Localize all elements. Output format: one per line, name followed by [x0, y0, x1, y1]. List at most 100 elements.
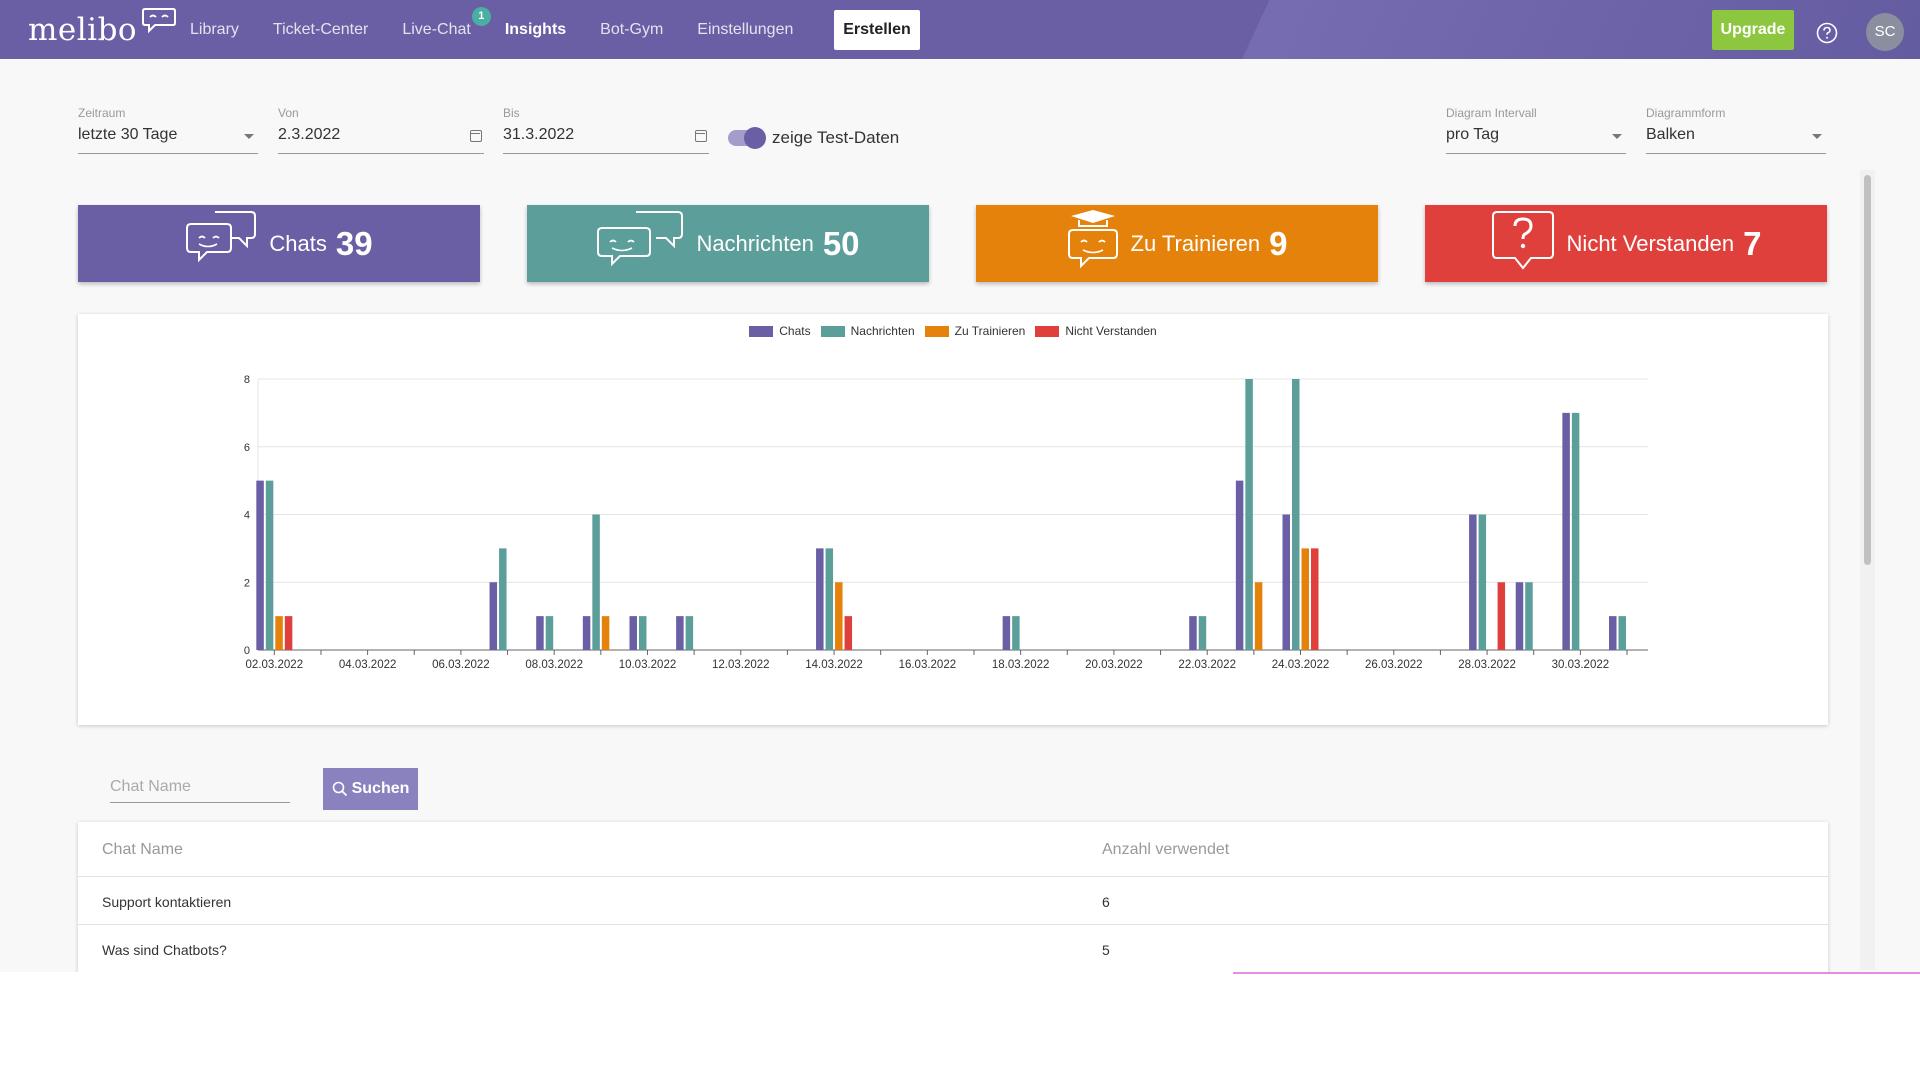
question-circle-icon[interactable] [1816, 22, 1838, 44]
legend-swatch [749, 325, 774, 337]
user-avatar[interactable]: SC [1866, 13, 1904, 51]
bar-nachrichten [1618, 616, 1627, 650]
chats-stat-card[interactable]: Chats 39 [78, 205, 480, 282]
calendar-icon[interactable] [470, 130, 482, 142]
column-header-chat-name[interactable]: Chat Name [102, 841, 183, 858]
bar-nachrichten [545, 616, 554, 650]
melibo-logo[interactable]: melibo [28, 8, 177, 48]
bar-zu-trainieren [835, 582, 843, 650]
nav-ticket-center[interactable]: Ticket-Center [272, 20, 369, 38]
zeitraum-select[interactable]: Zeitraum letzte 30 Tage [78, 106, 258, 154]
calendar-icon[interactable] [695, 130, 707, 142]
bar-nachrichten [1571, 412, 1580, 650]
legend-item-nachrichten[interactable]: Nachrichten [820, 324, 915, 338]
column-header-anzahl[interactable]: Anzahl verwendet [1102, 841, 1230, 858]
dropdown-caret-icon [1812, 134, 1822, 139]
nav-live-chat[interactable]: Live-Chat 1 [402, 6, 491, 39]
top-navigation-bar: melibo Library Ticket-Center Live-Chat 1 … [0, 0, 1920, 59]
von-date-field[interactable]: Von 2.3.2022 [278, 106, 484, 154]
legend-item-nicht-verstanden[interactable]: Nicht Verstanden [1035, 324, 1157, 338]
legend-item-chats[interactable]: Chats [749, 324, 811, 338]
x-tick-label: 02.03.2022 [246, 659, 304, 671]
cell-chat-name: Was sind Chatbots? [102, 942, 227, 958]
x-tick-label: 04.03.2022 [339, 659, 397, 671]
bar-nachrichten [1478, 514, 1487, 650]
bar-nachrichten [499, 548, 507, 650]
diagrammform-select[interactable]: Diagrammform Balken [1646, 106, 1826, 154]
diagram-intervall-select[interactable]: Diagram Intervall pro Tag [1446, 106, 1626, 154]
x-tick-label: 14.03.2022 [805, 659, 863, 671]
chart-legend: Chats Nachrichten Zu Trainieren Nicht Ve… [78, 324, 1828, 338]
y-tick-label: 2 [244, 577, 250, 589]
bar-nicht-verstanden [844, 616, 853, 650]
x-tick-label: 30.03.2022 [1552, 659, 1610, 671]
question-bubble-icon [1491, 210, 1555, 277]
bar-nicht-verstanden [1311, 548, 1319, 650]
bar-nachrichten [1198, 616, 1207, 650]
legend-item-zu-trainieren[interactable]: Zu Trainieren [924, 324, 1025, 338]
nachrichten-stat-card[interactable]: Nachrichten 50 [527, 205, 929, 282]
bar-nachrichten [592, 514, 600, 650]
x-tick-label: 10.03.2022 [619, 659, 677, 671]
nav-bot-gym[interactable]: Bot-Gym [600, 20, 664, 38]
table-header-row: Chat Name Anzahl verwendet [78, 822, 1828, 877]
y-tick-label: 0 [244, 645, 250, 657]
app-window: melibo Library Ticket-Center Live-Chat 1 … [0, 0, 1920, 972]
progress-line [1233, 972, 1920, 974]
nav-einstellungen[interactable]: Einstellungen [697, 20, 794, 38]
y-tick-label: 8 [244, 374, 250, 386]
bar-chats [1235, 480, 1244, 650]
bar-chats [1609, 616, 1617, 650]
page-scrollbar-track[interactable] [1860, 170, 1875, 970]
main-nav: Library Ticket-Center Live-Chat 1 Insight… [190, 0, 827, 59]
legend-swatch [820, 325, 845, 337]
bar-zu-trainieren [275, 616, 283, 650]
x-tick-label: 28.03.2022 [1458, 659, 1516, 671]
bar-zu-trainieren [601, 616, 610, 650]
zu-trainieren-stat-card[interactable]: Zu Trainieren 9 [976, 205, 1378, 282]
bar-zu-trainieren [1254, 582, 1263, 650]
bar-nachrichten [1245, 379, 1253, 650]
page-scrollbar[interactable] [1864, 175, 1871, 565]
dropdown-caret-icon [244, 134, 254, 139]
y-tick-label: 6 [244, 442, 250, 454]
y-tick-label: 4 [244, 510, 250, 522]
bar-zu-trainieren [1301, 548, 1309, 650]
nicht-verstanden-stat-card[interactable]: Nicht Verstanden 7 [1425, 205, 1827, 282]
x-tick-label: 24.03.2022 [1272, 659, 1330, 671]
x-tick-label: 06.03.2022 [432, 659, 490, 671]
create-button[interactable]: Erstellen [834, 10, 920, 50]
bar-chats [816, 548, 824, 650]
bar-chats [582, 616, 591, 650]
cell-chat-name: Support kontaktieren [102, 894, 232, 910]
table-row[interactable]: Support kontaktieren 6 [78, 877, 1828, 925]
chat-usage-table: Chat Name Anzahl verwendet Support konta… [78, 822, 1828, 972]
bar-chats [1282, 514, 1290, 650]
bar-chats [536, 616, 544, 650]
nav-library[interactable]: Library [190, 20, 239, 38]
upgrade-button[interactable]: Upgrade [1712, 10, 1794, 50]
table-row[interactable]: Was sind Chatbots? 5 [78, 925, 1828, 972]
bar-nachrichten [265, 480, 274, 650]
legend-swatch [924, 325, 949, 337]
x-tick-label: 26.03.2022 [1365, 659, 1423, 671]
x-tick-label: 20.03.2022 [1085, 659, 1143, 671]
bar-nachrichten [638, 616, 647, 650]
nav-insights[interactable]: Insights [504, 20, 567, 38]
chat-name-search-input[interactable]: Chat Name [110, 776, 290, 803]
graduation-bubble-icon [1067, 210, 1119, 277]
bar-chats [629, 616, 637, 650]
bar-chart: 0 2 4 6 8 02.03.2022 04.03.2022 06.03.2022 08.03… [244, 374, 1648, 671]
bar-nicht-verstanden [284, 616, 293, 650]
bar-chats [1189, 616, 1197, 650]
cell-anzahl: 6 [1102, 894, 1110, 910]
x-tick-label: 22.03.2022 [1178, 659, 1236, 671]
logo-text: melibo [28, 12, 138, 48]
search-button[interactable]: Suchen [323, 768, 418, 810]
bar-chats [1562, 412, 1570, 650]
message-bubbles-icon [596, 210, 684, 277]
test-data-toggle[interactable] [728, 127, 766, 149]
live-chat-badge: 1 [471, 6, 491, 26]
bis-date-field[interactable]: Bis 31.3.2022 [503, 106, 709, 154]
chat-bubbles-icon [185, 210, 257, 277]
